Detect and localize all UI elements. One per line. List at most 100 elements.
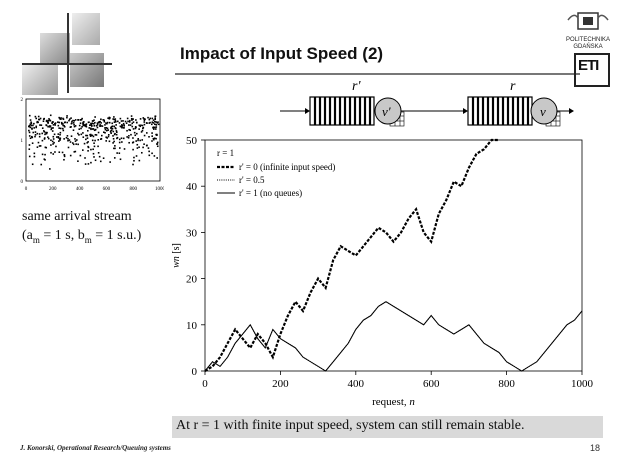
mini-point bbox=[72, 119, 74, 122]
mini-point bbox=[143, 123, 146, 126]
mini-point bbox=[51, 121, 54, 123]
mini-point bbox=[105, 136, 108, 139]
mini-point bbox=[143, 121, 146, 123]
university-logo: POLITECHNIKA GDAŃSKA ETI bbox=[566, 10, 610, 87]
mini-point bbox=[31, 163, 34, 166]
mini-point bbox=[63, 125, 66, 127]
arrival-line2-prefix: (a bbox=[22, 228, 33, 243]
page-number: 18 bbox=[590, 443, 601, 453]
mini-point bbox=[34, 115, 37, 118]
x-tick-label: 1000 bbox=[571, 378, 594, 390]
mini-point bbox=[113, 147, 115, 150]
mini-point bbox=[154, 123, 156, 126]
mini-point bbox=[80, 118, 83, 121]
mini-point bbox=[154, 115, 156, 118]
mini-point bbox=[68, 118, 71, 120]
mini-point bbox=[128, 141, 130, 144]
mini-point bbox=[132, 128, 135, 130]
mini-point bbox=[130, 115, 133, 117]
mini-point bbox=[58, 121, 61, 124]
mini-point bbox=[91, 139, 94, 142]
mini-x-tick: 0 bbox=[25, 187, 28, 192]
mini-point bbox=[47, 122, 49, 124]
mini-point bbox=[96, 126, 99, 129]
mini-point bbox=[58, 140, 60, 142]
mini-point bbox=[80, 133, 83, 136]
mini-point bbox=[141, 129, 144, 132]
mini-point bbox=[114, 147, 116, 150]
mini-point bbox=[90, 124, 92, 126]
mini-point bbox=[140, 124, 142, 127]
mini-point bbox=[97, 152, 100, 154]
mini-point bbox=[125, 122, 128, 124]
mini-point bbox=[47, 136, 49, 138]
y-axis-label: wn [s] bbox=[171, 243, 182, 268]
mini-point bbox=[39, 145, 42, 147]
mini-point bbox=[77, 118, 79, 121]
y-tick-label: 10 bbox=[186, 320, 198, 332]
mini-point bbox=[78, 128, 81, 130]
mini-point bbox=[97, 145, 99, 148]
mini-point bbox=[110, 127, 112, 130]
tandem-queue-diagram: r' r v' bbox=[280, 79, 574, 127]
mini-point bbox=[74, 125, 77, 127]
mini-point bbox=[140, 151, 143, 154]
mini-point bbox=[66, 121, 69, 124]
mini-point bbox=[99, 124, 101, 126]
mini-point bbox=[114, 121, 117, 123]
mini-point bbox=[112, 130, 115, 133]
mini-point bbox=[106, 137, 108, 139]
y-tick-label: 0 bbox=[192, 366, 198, 378]
mini-point bbox=[155, 137, 157, 140]
mini-point bbox=[133, 131, 136, 134]
mini-point bbox=[115, 124, 117, 126]
mini-point bbox=[144, 118, 146, 121]
mini-point bbox=[132, 141, 135, 143]
mini-point bbox=[135, 155, 138, 157]
mini-point bbox=[34, 135, 36, 138]
mini-point bbox=[129, 124, 132, 126]
mini-point bbox=[70, 135, 73, 137]
mini-point bbox=[111, 125, 114, 128]
mini-point bbox=[127, 120, 129, 123]
mini-point bbox=[88, 124, 91, 126]
mini-point bbox=[139, 118, 142, 120]
mini-point bbox=[53, 141, 55, 144]
mini-point bbox=[102, 131, 105, 134]
mini-point bbox=[90, 161, 92, 164]
mini-point bbox=[100, 118, 102, 121]
mini-point bbox=[90, 127, 92, 130]
mini-point bbox=[82, 123, 85, 125]
mini-point bbox=[141, 124, 144, 127]
mini-point bbox=[112, 138, 115, 140]
mini-point bbox=[142, 146, 144, 149]
mini-point bbox=[148, 136, 150, 138]
mini-point bbox=[136, 147, 139, 149]
mini-point bbox=[129, 119, 131, 122]
mini-point bbox=[132, 148, 134, 151]
mini-point bbox=[43, 131, 46, 133]
mini-point bbox=[108, 117, 111, 120]
mini-point bbox=[59, 137, 62, 140]
mini-point bbox=[143, 118, 145, 120]
mini-point bbox=[62, 129, 65, 132]
mini-point bbox=[93, 129, 96, 132]
mini-point bbox=[156, 141, 159, 144]
mini-point bbox=[104, 124, 106, 126]
mini-point bbox=[39, 117, 42, 120]
mini-point bbox=[52, 135, 55, 138]
mini-point bbox=[136, 143, 139, 146]
mini-point bbox=[138, 124, 141, 127]
mini-point bbox=[82, 121, 84, 124]
mini-point bbox=[113, 116, 115, 118]
mini-point bbox=[28, 144, 31, 146]
series-line-1 bbox=[204, 138, 500, 372]
mini-point bbox=[128, 128, 130, 131]
mini-point bbox=[130, 133, 132, 136]
mini-point bbox=[100, 137, 103, 140]
mini-point bbox=[96, 122, 99, 124]
mini-point bbox=[92, 148, 94, 151]
mini-point bbox=[137, 139, 139, 142]
mini-point bbox=[28, 148, 31, 151]
deco-square bbox=[40, 33, 70, 63]
